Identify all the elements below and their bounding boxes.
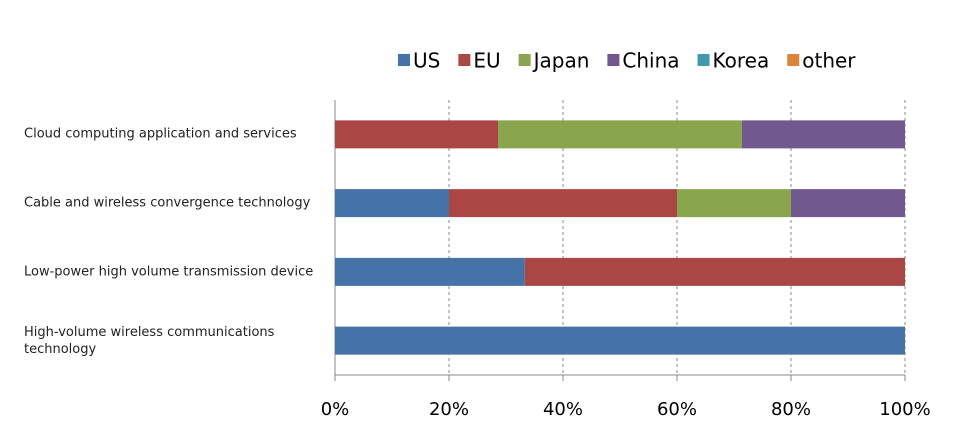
legend-swatch [398, 54, 410, 66]
bar-segment [335, 326, 905, 355]
x-tick-label: 0% [321, 399, 350, 420]
category-label: Cloud computing application and services [24, 126, 297, 142]
bar-segment [677, 189, 791, 218]
legend-label: other [802, 49, 856, 73]
legend-label: China [622, 49, 679, 73]
bar-segment [335, 120, 499, 149]
legend-label: EU [473, 49, 500, 73]
category-label: Cable and wireless convergence technolog… [24, 195, 311, 211]
bar-segment [335, 257, 525, 286]
bar-segment [741, 120, 905, 149]
legend-swatch [607, 54, 620, 66]
x-tick-label: 40% [543, 399, 583, 420]
x-tick-label: 80% [771, 399, 811, 420]
category-label: Low-power high volume transmission devic… [24, 264, 314, 280]
legend-swatch [518, 54, 531, 66]
bar-segment [335, 189, 449, 218]
x-tick-label: 60% [657, 399, 697, 420]
x-tick-label: 100% [879, 399, 930, 420]
category-label: High-volume wireless communications tech… [24, 324, 275, 357]
legend-swatch [697, 54, 710, 66]
legend-swatch [458, 54, 471, 66]
legend-label: US [413, 49, 440, 73]
bar-segment [449, 189, 677, 218]
bar-segment [498, 120, 742, 149]
bar-segment [524, 257, 905, 286]
legend-label: Japan [532, 49, 590, 73]
x-tick-label: 20% [429, 399, 469, 420]
legend-swatch [787, 54, 800, 66]
bar-segment [791, 189, 905, 218]
legend-label: Korea [713, 49, 770, 73]
